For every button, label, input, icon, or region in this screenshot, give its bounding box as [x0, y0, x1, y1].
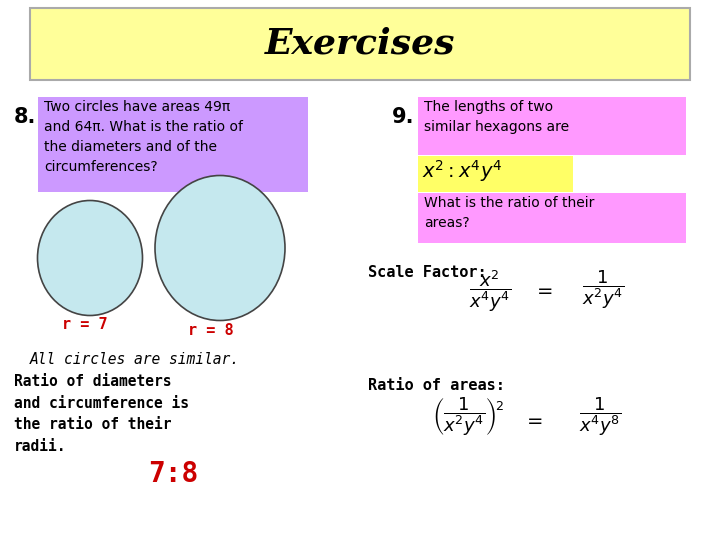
Text: 7:8: 7:8 — [148, 460, 198, 488]
Ellipse shape — [37, 200, 143, 315]
FancyBboxPatch shape — [418, 97, 686, 155]
Text: Scale Factor:: Scale Factor: — [368, 265, 487, 280]
Text: What is the ratio of their
areas?: What is the ratio of their areas? — [424, 196, 595, 230]
Text: $\dfrac{x^2}{x^4y^4}$: $\dfrac{x^2}{x^4y^4}$ — [469, 268, 511, 314]
Text: $=$: $=$ — [533, 280, 553, 300]
Text: r = 7: r = 7 — [62, 317, 107, 332]
FancyBboxPatch shape — [38, 97, 308, 192]
Text: Exercises: Exercises — [265, 27, 455, 61]
Text: All circles are similar.: All circles are similar. — [30, 352, 240, 367]
Text: $=$: $=$ — [523, 410, 543, 429]
FancyBboxPatch shape — [418, 193, 686, 243]
Text: Ratio of areas:: Ratio of areas: — [368, 378, 505, 393]
Text: r = 8: r = 8 — [188, 323, 233, 338]
Text: Ratio of diameters
and circumference is
the ratio of their
radii.: Ratio of diameters and circumference is … — [14, 374, 189, 454]
Ellipse shape — [155, 176, 285, 321]
Text: 8.: 8. — [14, 107, 37, 127]
Text: $\dfrac{1}{x^4y^8}$: $\dfrac{1}{x^4y^8}$ — [579, 395, 621, 438]
Text: 9.: 9. — [392, 107, 415, 127]
Text: $x^2 : x^4y^4$: $x^2 : x^4y^4$ — [422, 158, 503, 184]
Text: $\left(\dfrac{1}{x^2y^4}\right)^{\!2}$: $\left(\dfrac{1}{x^2y^4}\right)^{\!2}$ — [432, 395, 504, 438]
Text: The lengths of two
similar hexagons are: The lengths of two similar hexagons are — [424, 100, 569, 134]
Text: $\dfrac{1}{x^2y^4}$: $\dfrac{1}{x^2y^4}$ — [582, 268, 624, 310]
FancyBboxPatch shape — [418, 156, 573, 192]
Text: Two circles have areas 49π
and 64π. What is the ratio of
the diameters and of th: Two circles have areas 49π and 64π. What… — [44, 100, 243, 174]
FancyBboxPatch shape — [30, 8, 690, 80]
